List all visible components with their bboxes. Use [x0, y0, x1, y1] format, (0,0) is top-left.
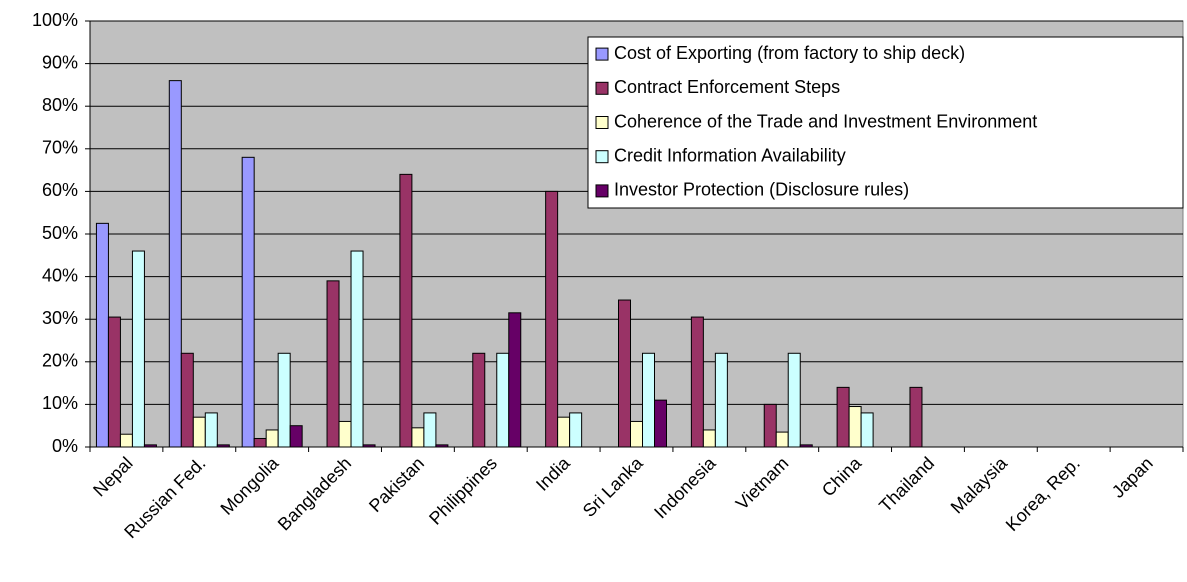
- legend-label: Coherence of the Trade and Investment En…: [614, 111, 1037, 131]
- x-tick-label: Bangladesh: [274, 453, 355, 534]
- legend-label: Contract Enforcement Steps: [614, 77, 840, 97]
- bar: [411, 427, 425, 448]
- bar: [277, 352, 291, 448]
- bar: [204, 412, 218, 448]
- bar: [241, 156, 255, 448]
- bar: [326, 280, 340, 448]
- x-tick-label: China: [818, 452, 866, 500]
- bar: [143, 444, 157, 448]
- x-tick-label: Vietnam: [732, 453, 793, 514]
- x-tick-label: Thailand: [875, 453, 938, 516]
- x-tick-label: Nepal: [89, 453, 136, 500]
- bar: [168, 80, 182, 448]
- bar: [192, 416, 206, 448]
- legend-box: [587, 36, 1184, 209]
- x-tick-label: Korea, Rep.: [1002, 453, 1084, 535]
- bar: [860, 412, 874, 448]
- x-tick-label: India: [532, 452, 574, 494]
- bar: [630, 420, 643, 448]
- bar: [569, 412, 583, 448]
- bar: [472, 352, 486, 448]
- x-tick-label: Indonesia: [650, 452, 720, 522]
- bar: [95, 222, 109, 448]
- legend-label: Credit Information Availability: [614, 145, 846, 165]
- bar: [654, 399, 667, 448]
- x-tick-label: Philippines: [425, 453, 501, 529]
- bar: [909, 386, 923, 448]
- legend-swatch: [595, 116, 609, 129]
- bar: [289, 425, 303, 448]
- bar: [131, 250, 145, 448]
- legend-swatch: [595, 47, 609, 61]
- bar: [702, 429, 716, 448]
- bar: [763, 403, 777, 448]
- legend-swatch: [595, 150, 609, 164]
- bar: [216, 444, 230, 448]
- y-tick-label: 10%: [42, 393, 78, 413]
- x-tick-label: Mongolia: [217, 452, 283, 518]
- bar: [180, 352, 194, 448]
- y-tick-label: 40%: [42, 265, 78, 285]
- bar: [836, 386, 850, 448]
- x-tick-label: Sri Lanka: [579, 452, 648, 521]
- bar: [545, 190, 559, 448]
- bar: [350, 250, 364, 448]
- bar: [423, 412, 437, 448]
- y-tick-label: 100%: [32, 10, 78, 30]
- bar: [690, 316, 704, 448]
- legend-label: Cost of Exporting (from factory to ship …: [614, 43, 965, 63]
- bar: [848, 406, 862, 448]
- y-tick-label: 30%: [42, 308, 78, 328]
- bar: [714, 352, 728, 448]
- bar: [435, 444, 449, 448]
- bar: [399, 173, 413, 448]
- bar: [496, 352, 510, 448]
- y-tick-label: 70%: [42, 138, 78, 158]
- bar: [618, 299, 631, 448]
- bar: [265, 429, 279, 448]
- bar: [787, 352, 801, 448]
- bar: [119, 433, 133, 448]
- y-tick-label: 80%: [42, 95, 78, 115]
- x-tick-label: Malaysia: [947, 452, 1012, 517]
- bar: [642, 352, 655, 448]
- legend-label: Investor Protection (Disclosure rules): [614, 180, 909, 200]
- bar: [253, 437, 267, 448]
- bar: [508, 312, 522, 448]
- legend-swatch: [595, 81, 609, 95]
- legend-swatch: [595, 184, 609, 198]
- x-tick-label: Pakistan: [365, 453, 428, 516]
- bar: [775, 431, 789, 448]
- y-tick-label: 50%: [42, 223, 78, 243]
- y-tick-label: 90%: [42, 52, 78, 72]
- bar: [338, 420, 352, 448]
- y-tick-label: 60%: [42, 180, 78, 200]
- bar: [362, 444, 376, 448]
- bar: [799, 444, 813, 448]
- x-tick-label: Japan: [1108, 453, 1157, 502]
- bar: [107, 316, 121, 448]
- y-tick-label: 0%: [52, 436, 78, 456]
- bar: [557, 416, 571, 448]
- y-tick-label: 20%: [42, 351, 78, 371]
